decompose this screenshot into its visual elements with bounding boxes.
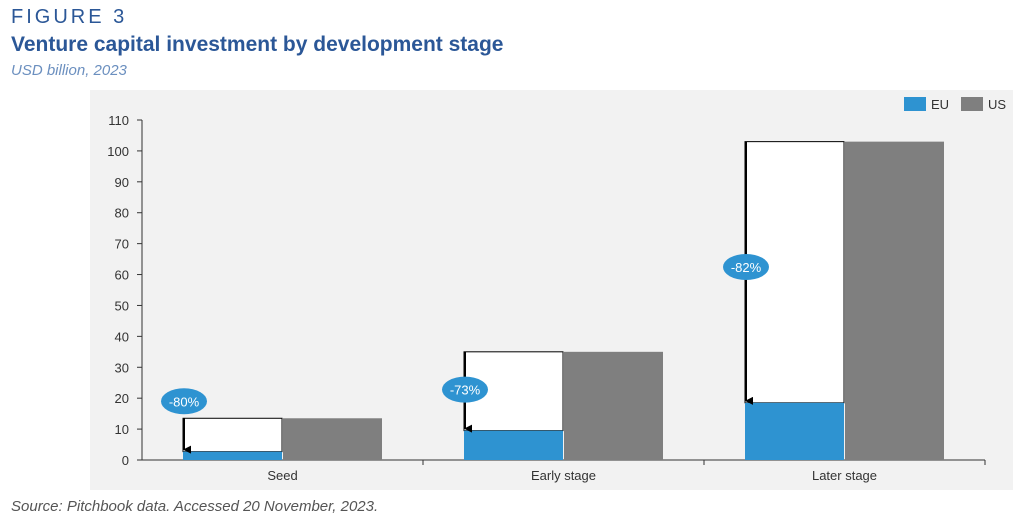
source-note: Source: Pitchbook data. Accessed 20 Nove…: [11, 498, 379, 515]
chart-subtitle: USD billion, 2023: [11, 62, 127, 79]
y-tick-label: 0: [122, 453, 129, 468]
y-tick-label: 90: [115, 175, 129, 190]
us-bar: [283, 418, 382, 460]
y-tick-label: 50: [115, 298, 129, 313]
y-tick-label: 30: [115, 360, 129, 375]
gap-outline: [182, 417, 283, 453]
legend-label-eu: EU: [931, 97, 949, 112]
percent-callout: [442, 376, 488, 403]
eu-bar: [183, 451, 282, 460]
y-tick-label: 10: [115, 422, 129, 437]
eu-bar: [745, 402, 844, 460]
percent-callout-label: -82%: [731, 260, 762, 275]
figure-label: FIGURE 3: [11, 6, 128, 28]
x-tick-label: Seed: [267, 468, 297, 483]
y-tick-label: 110: [108, 113, 129, 128]
y-tick-label: 40: [115, 329, 129, 344]
percent-callout-label: -80%: [169, 394, 200, 409]
y-tick-label: 80: [115, 206, 129, 221]
percent-callout-label: -73%: [450, 383, 481, 398]
y-tick-label: 100: [107, 144, 129, 159]
chart-title: Venture capital investment by developmen…: [11, 33, 504, 56]
x-tick-label: Early stage: [531, 468, 596, 483]
legend-swatch-eu: [904, 97, 926, 111]
eu-bar: [464, 430, 563, 460]
y-tick-label: 20: [115, 391, 129, 406]
us-bar: [564, 351, 663, 460]
percent-callout: [723, 254, 769, 281]
y-tick-label: 70: [115, 237, 129, 252]
y-tick-label: 60: [115, 268, 129, 283]
legend-swatch-us: [961, 97, 983, 111]
us-bar: [845, 141, 944, 461]
x-tick-label: Later stage: [812, 468, 877, 483]
legend-label-us: US: [988, 97, 1006, 112]
percent-callout: [161, 388, 207, 415]
